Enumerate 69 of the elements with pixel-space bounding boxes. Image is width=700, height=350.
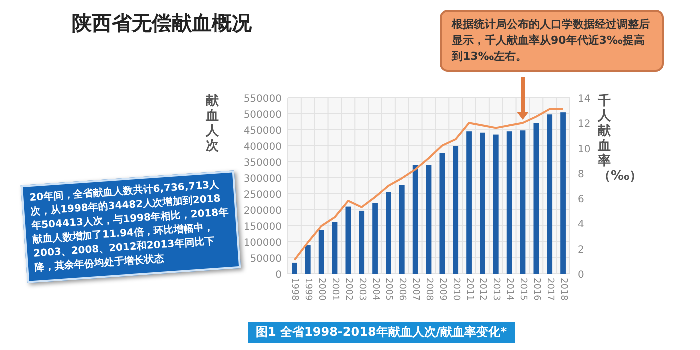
bar — [520, 130, 526, 274]
x-tick-label: 2000 — [316, 278, 327, 302]
bar — [547, 114, 553, 274]
bar — [372, 203, 378, 274]
x-tick-label: 2006 — [397, 278, 408, 302]
x-tick-label: 2015 — [518, 278, 528, 301]
bar — [466, 132, 472, 274]
y-tick-label: 200000 — [244, 206, 282, 217]
y2-tick-label: 12 — [578, 119, 591, 130]
bar — [480, 132, 486, 274]
y2-axis-title: 千人献血率（‰） — [598, 94, 643, 184]
y2-tick-label: 8 — [578, 169, 584, 180]
y-tick-label: 550000 — [244, 94, 282, 105]
y-tick-label: 350000 — [244, 158, 282, 169]
y2-tick-label: 10 — [578, 144, 591, 156]
x-tick-label: 1998 — [290, 278, 300, 302]
bar — [305, 246, 311, 274]
bar — [426, 165, 432, 274]
chart-title: 陕西省无偿献血概况 — [72, 10, 252, 37]
y-tick-label: 0 — [276, 270, 282, 281]
bar — [386, 192, 392, 274]
x-tick-label: 2014 — [504, 278, 515, 302]
x-tick-label: 2004 — [370, 278, 380, 302]
x-tick-label: 2013 — [491, 278, 502, 301]
text: 20年间，全省献血人数共计6,736,713人次，从1998年的34482人次增加到2018年504413人次，与1998年相比，2018年献血人数增加了11.94倍，环比增幅中，2003、2008、2012和2013年同比下降，其余年份均处于增长状态 — [20, 170, 242, 284]
y-tick-label: 50000 — [250, 254, 282, 265]
bar — [412, 165, 418, 274]
x-tick-label: 2011 — [464, 278, 474, 301]
line-series — [294, 108, 564, 262]
bar — [506, 132, 512, 274]
y2-tick-label: 0 — [578, 270, 584, 281]
bar — [346, 206, 352, 274]
y2-tick-label: 4 — [578, 220, 584, 231]
x-tick-label: 1999 — [303, 278, 314, 302]
bar — [359, 210, 365, 274]
bar — [332, 222, 338, 274]
x-tick-label: 2001 — [330, 278, 340, 301]
y-tick-label: 450000 — [244, 126, 282, 137]
bar — [493, 134, 499, 274]
x-tick-label: 2017 — [544, 278, 555, 301]
bar — [560, 112, 566, 274]
y-tick-label: 400000 — [244, 142, 282, 153]
bar — [534, 123, 540, 274]
x-tick-label: 2007 — [410, 278, 421, 301]
y2-tick-label: 6 — [578, 194, 584, 206]
x-tick-label: 2003 — [356, 278, 367, 301]
x-tick-label: 2010 — [450, 278, 461, 302]
text: 根据统计局公布的人口学数据经过调整后显示，千人献血率从90年代近3‰提高到13‰左右。 — [440, 10, 664, 72]
y-tick-label: 300000 — [244, 174, 282, 185]
x-tick-label: 2009 — [437, 278, 448, 302]
y2-tick-label: 2 — [578, 244, 584, 256]
y-tick-label: 100000 — [244, 238, 282, 249]
bar — [440, 153, 446, 274]
x-tick-label: 2018 — [558, 278, 568, 302]
x-tick-label: 2016 — [531, 278, 542, 302]
caption: 图1 全省1998-2018年献血人次/献血率变化* — [248, 322, 515, 343]
bar — [453, 146, 459, 274]
y-tick-label: 500000 — [244, 110, 282, 121]
x-tick-label: 2005 — [384, 278, 394, 301]
bar — [399, 185, 405, 274]
y-tick-label: 150000 — [244, 222, 282, 233]
y-axis-title: 献血人次 — [206, 94, 220, 154]
bar — [292, 262, 298, 274]
y-tick-label: 250000 — [244, 190, 282, 201]
bar — [318, 230, 324, 274]
x-tick-label: 2008 — [424, 278, 434, 302]
y2-tick-label: 14 — [578, 94, 591, 105]
x-tick-label: 2012 — [478, 278, 488, 301]
x-tick-label: 2002 — [343, 278, 354, 301]
